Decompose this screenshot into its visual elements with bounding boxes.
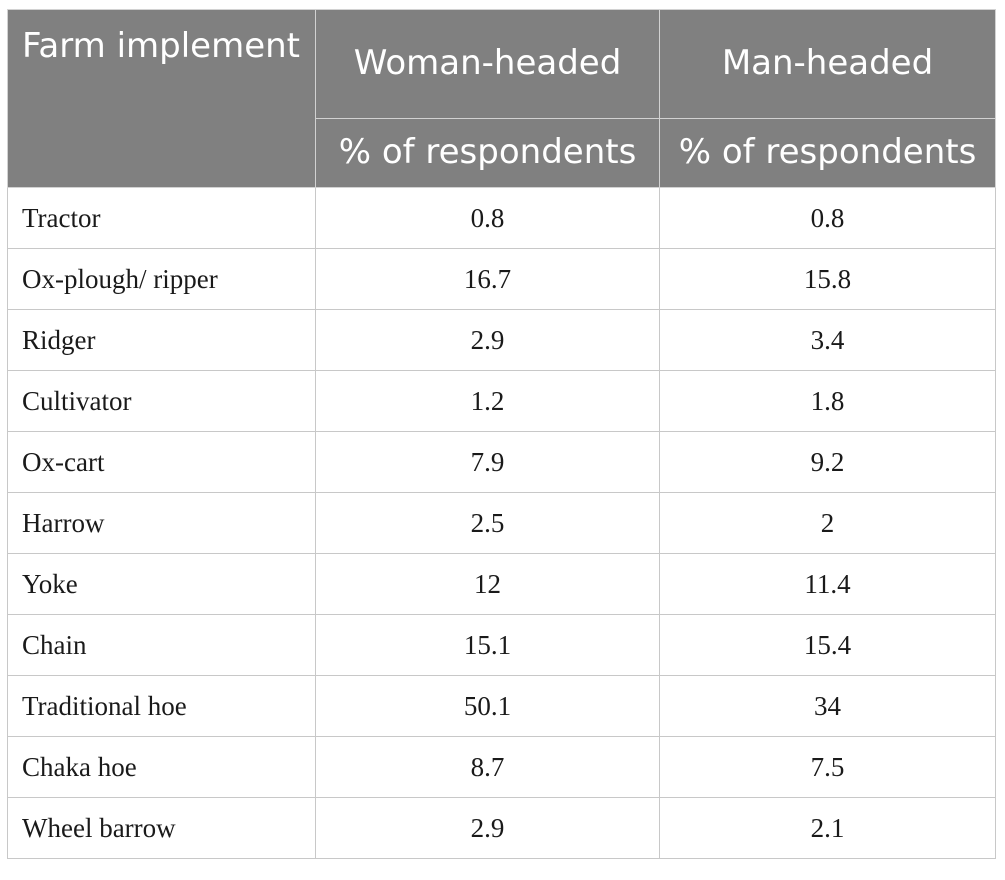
woman-headed-value: 2.9 <box>315 309 660 371</box>
man-headed-value: 15.8 <box>659 248 996 310</box>
man-headed-value: 2 <box>659 492 996 554</box>
man-headed-value: 3.4 <box>659 309 996 371</box>
farm-implements-table: Farm implement Woman-headed Man-headed %… <box>7 9 996 859</box>
header-farm-implement: Farm implement <box>7 9 316 188</box>
implement-name: Ox-cart <box>7 431 316 493</box>
implements-table-container: Farm implement Woman-headed Man-headed %… <box>7 9 996 859</box>
table-row: Ox-cart 7.9 9.2 <box>7 431 996 493</box>
man-headed-value: 11.4 <box>659 553 996 615</box>
header-woman-headed: Woman-headed <box>315 9 660 119</box>
woman-headed-value: 12 <box>315 553 660 615</box>
implement-name: Yoke <box>7 553 316 615</box>
table-row: Ridger 2.9 3.4 <box>7 309 996 371</box>
table-row: Ox-plough/ ripper 16.7 15.8 <box>7 248 996 310</box>
table-row: Cultivator 1.2 1.8 <box>7 370 996 432</box>
table-row: Traditional hoe 50.1 34 <box>7 675 996 737</box>
implement-name: Harrow <box>7 492 316 554</box>
woman-headed-value: 2.9 <box>315 797 660 859</box>
table-row: Tractor 0.8 0.8 <box>7 187 996 249</box>
implement-name: Ridger <box>7 309 316 371</box>
woman-headed-value: 16.7 <box>315 248 660 310</box>
implement-name: Traditional hoe <box>7 675 316 737</box>
implement-name: Ox-plough/ ripper <box>7 248 316 310</box>
woman-headed-value: 15.1 <box>315 614 660 676</box>
subheader-man-percent: % of respondents <box>659 118 996 188</box>
man-headed-value: 2.1 <box>659 797 996 859</box>
man-headed-value: 34 <box>659 675 996 737</box>
man-headed-value: 1.8 <box>659 370 996 432</box>
man-headed-value: 15.4 <box>659 614 996 676</box>
woman-headed-value: 2.5 <box>315 492 660 554</box>
table-row: Wheel barrow 2.9 2.1 <box>7 797 996 859</box>
woman-headed-value: 7.9 <box>315 431 660 493</box>
table-header: Farm implement Woman-headed Man-headed %… <box>7 9 996 188</box>
man-headed-value: 0.8 <box>659 187 996 249</box>
table-row: Chain 15.1 15.4 <box>7 614 996 676</box>
implement-name: Chain <box>7 614 316 676</box>
table-row: Chaka hoe 8.7 7.5 <box>7 736 996 798</box>
implement-name: Wheel barrow <box>7 797 316 859</box>
subheader-woman-percent: % of respondents <box>315 118 660 188</box>
table-body: Tractor 0.8 0.8 Ox-plough/ ripper 16.7 1… <box>7 187 996 859</box>
table-row: Harrow 2.5 2 <box>7 492 996 554</box>
woman-headed-value: 8.7 <box>315 736 660 798</box>
man-headed-value: 9.2 <box>659 431 996 493</box>
implement-name: Chaka hoe <box>7 736 316 798</box>
man-headed-value: 7.5 <box>659 736 996 798</box>
implement-name: Cultivator <box>7 370 316 432</box>
woman-headed-value: 0.8 <box>315 187 660 249</box>
table-row: Yoke 12 11.4 <box>7 553 996 615</box>
woman-headed-value: 1.2 <box>315 370 660 432</box>
header-man-headed: Man-headed <box>659 9 996 119</box>
implement-name: Tractor <box>7 187 316 249</box>
woman-headed-value: 50.1 <box>315 675 660 737</box>
